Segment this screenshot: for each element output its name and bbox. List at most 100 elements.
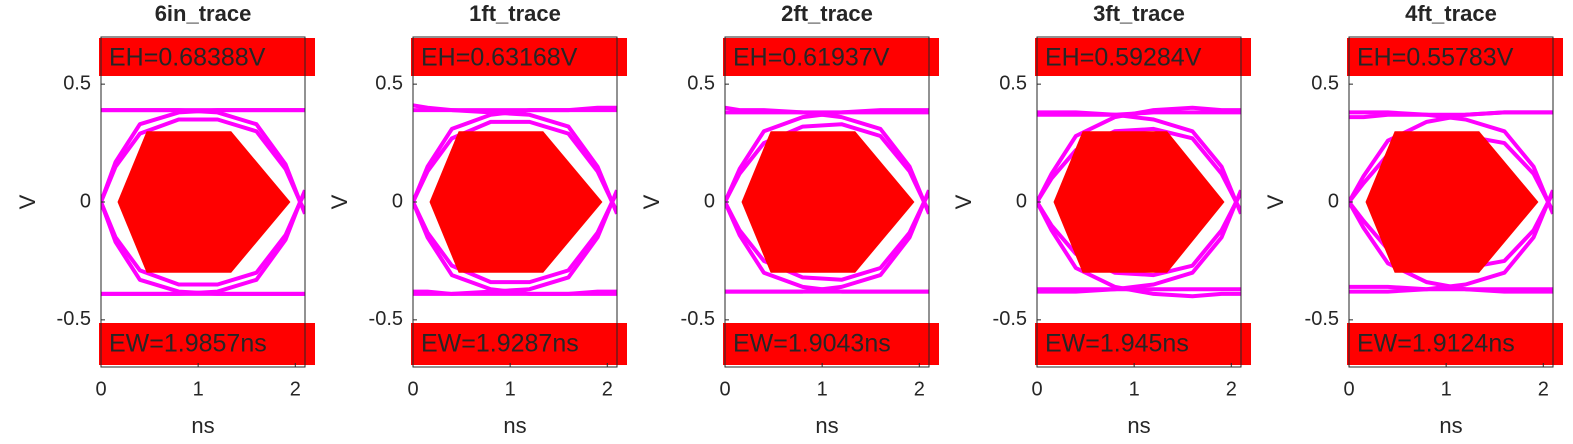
y-axis-label: V [327,194,352,209]
panel-title: 4ft_trace [1405,1,1497,26]
panel: 3ft_trace EH=0.59284V EW=1.945ns -0.5 0 0.5 0 1… [951,1,1251,438]
x-tick-label: 0 [95,378,106,400]
x-tick-label: 2 [602,378,613,400]
panel-title: 2ft_trace [781,1,873,26]
y-tick-label: 0 [704,190,715,212]
annotation: EW=1.9124ns [1357,330,1515,358]
y-axis-label: V [15,194,40,209]
y-tick-label: 0.5 [375,72,403,94]
plot-area [413,103,617,296]
plot-area [101,108,305,296]
plot-area [1037,105,1241,299]
y-tick-label: 0.5 [999,72,1027,94]
annotation: EH=0.68388V [109,44,266,72]
y-tick-label: -0.5 [993,308,1027,330]
eye-trace [725,110,929,203]
eye-mask [429,131,603,273]
eye-trace [101,201,305,296]
eye-trace [1349,189,1553,294]
eye-trace [101,108,305,203]
x-tick-label: 1 [1441,378,1452,400]
plot-area [1349,110,1553,294]
eye-trace [1037,105,1241,203]
annotation: EH=0.63168V [421,44,578,72]
y-axis-label: V [1263,194,1288,209]
eye-trace [1037,189,1241,294]
y-tick-label: 0 [1016,190,1027,212]
annotation: EH=0.55783V [1357,44,1514,72]
eye-trace [1037,110,1241,117]
y-tick-label: -0.5 [681,308,715,330]
x-tick-label: 0 [1031,378,1042,400]
eye-trace [725,189,929,294]
eye-trace [725,201,929,294]
x-tick-label: 1 [1129,378,1140,400]
eye-trace [413,108,617,203]
y-tick-label: 0 [1328,190,1339,212]
annotation: EH=0.59284V [1045,44,1202,72]
x-tick-label: 1 [193,378,204,400]
eye-trace [1349,110,1553,203]
annotation-box [1035,323,1251,365]
x-tick-label: 0 [1343,378,1354,400]
annotation-box [99,38,315,76]
y-tick-label: -0.5 [1305,308,1339,330]
annotation-box [723,323,939,365]
x-tick-label: 0 [719,378,730,400]
panel: 6in_trace EH=0.68388V EW=1.9857ns -0.5 0 0.5 0… [15,1,315,438]
panel-title: 6in_trace [155,1,252,26]
panel-title: 1ft_trace [469,1,561,26]
y-tick-label: 0 [392,190,403,212]
x-tick-label: 0 [407,378,418,400]
annotation-box [1035,38,1251,76]
eye-trace [101,189,305,296]
eye-trace [1037,110,1241,215]
plot-area [725,105,929,294]
eye-mask [1365,131,1539,273]
panel: 4ft_trace EH=0.55783V EW=1.9124ns -0.5 0 0.5 0… [1263,1,1563,438]
y-tick-label: 0.5 [687,72,715,94]
annotation-box [99,323,315,365]
annotation-box [411,38,627,76]
x-axis-label: ns [1127,413,1150,438]
y-tick-label: -0.5 [369,308,403,330]
eye-trace [413,108,617,215]
x-axis-label: ns [1439,413,1462,438]
annotation: EW=1.9287ns [421,330,579,358]
eye-mask [1053,131,1225,273]
eye-trace [413,201,617,296]
panel: 2ft_trace EH=0.61937V EW=1.9043ns -0.5 0 0.5 0… [639,1,939,438]
annotation: EW=1.9043ns [733,330,891,358]
y-axis-label: V [951,194,976,209]
x-axis-label: ns [815,413,838,438]
y-tick-label: 0.5 [63,72,91,94]
eye-trace [413,189,617,296]
y-tick-label: 0.5 [1311,72,1339,94]
x-tick-label: 2 [290,378,301,400]
annotation-box [411,323,627,365]
panel: 1ft_trace EH=0.63168V EW=1.9287ns -0.5 0 0.5 0… [327,1,627,438]
eye-trace [101,108,305,215]
y-axis-label: V [639,194,664,209]
eye-trace [1349,110,1553,215]
x-tick-label: 2 [1226,378,1237,400]
x-tick-label: 2 [1538,378,1549,400]
panel-title: 3ft_trace [1093,1,1185,26]
x-tick-label: 2 [914,378,925,400]
x-axis-label: ns [191,413,214,438]
eye-trace [725,110,929,215]
eye-trace [1349,201,1553,294]
annotation: EW=1.945ns [1045,330,1189,358]
x-tick-label: 1 [505,378,516,400]
annotation: EW=1.9857ns [109,330,267,358]
x-axis-label: ns [503,413,526,438]
x-tick-label: 1 [817,378,828,400]
annotation: EH=0.61937V [733,44,890,72]
eye-mask [741,131,915,273]
eye-trace [1037,201,1241,299]
eye-mask [117,131,291,273]
y-tick-label: -0.5 [57,308,91,330]
annotation-box [723,38,939,76]
y-tick-label: 0 [80,190,91,212]
